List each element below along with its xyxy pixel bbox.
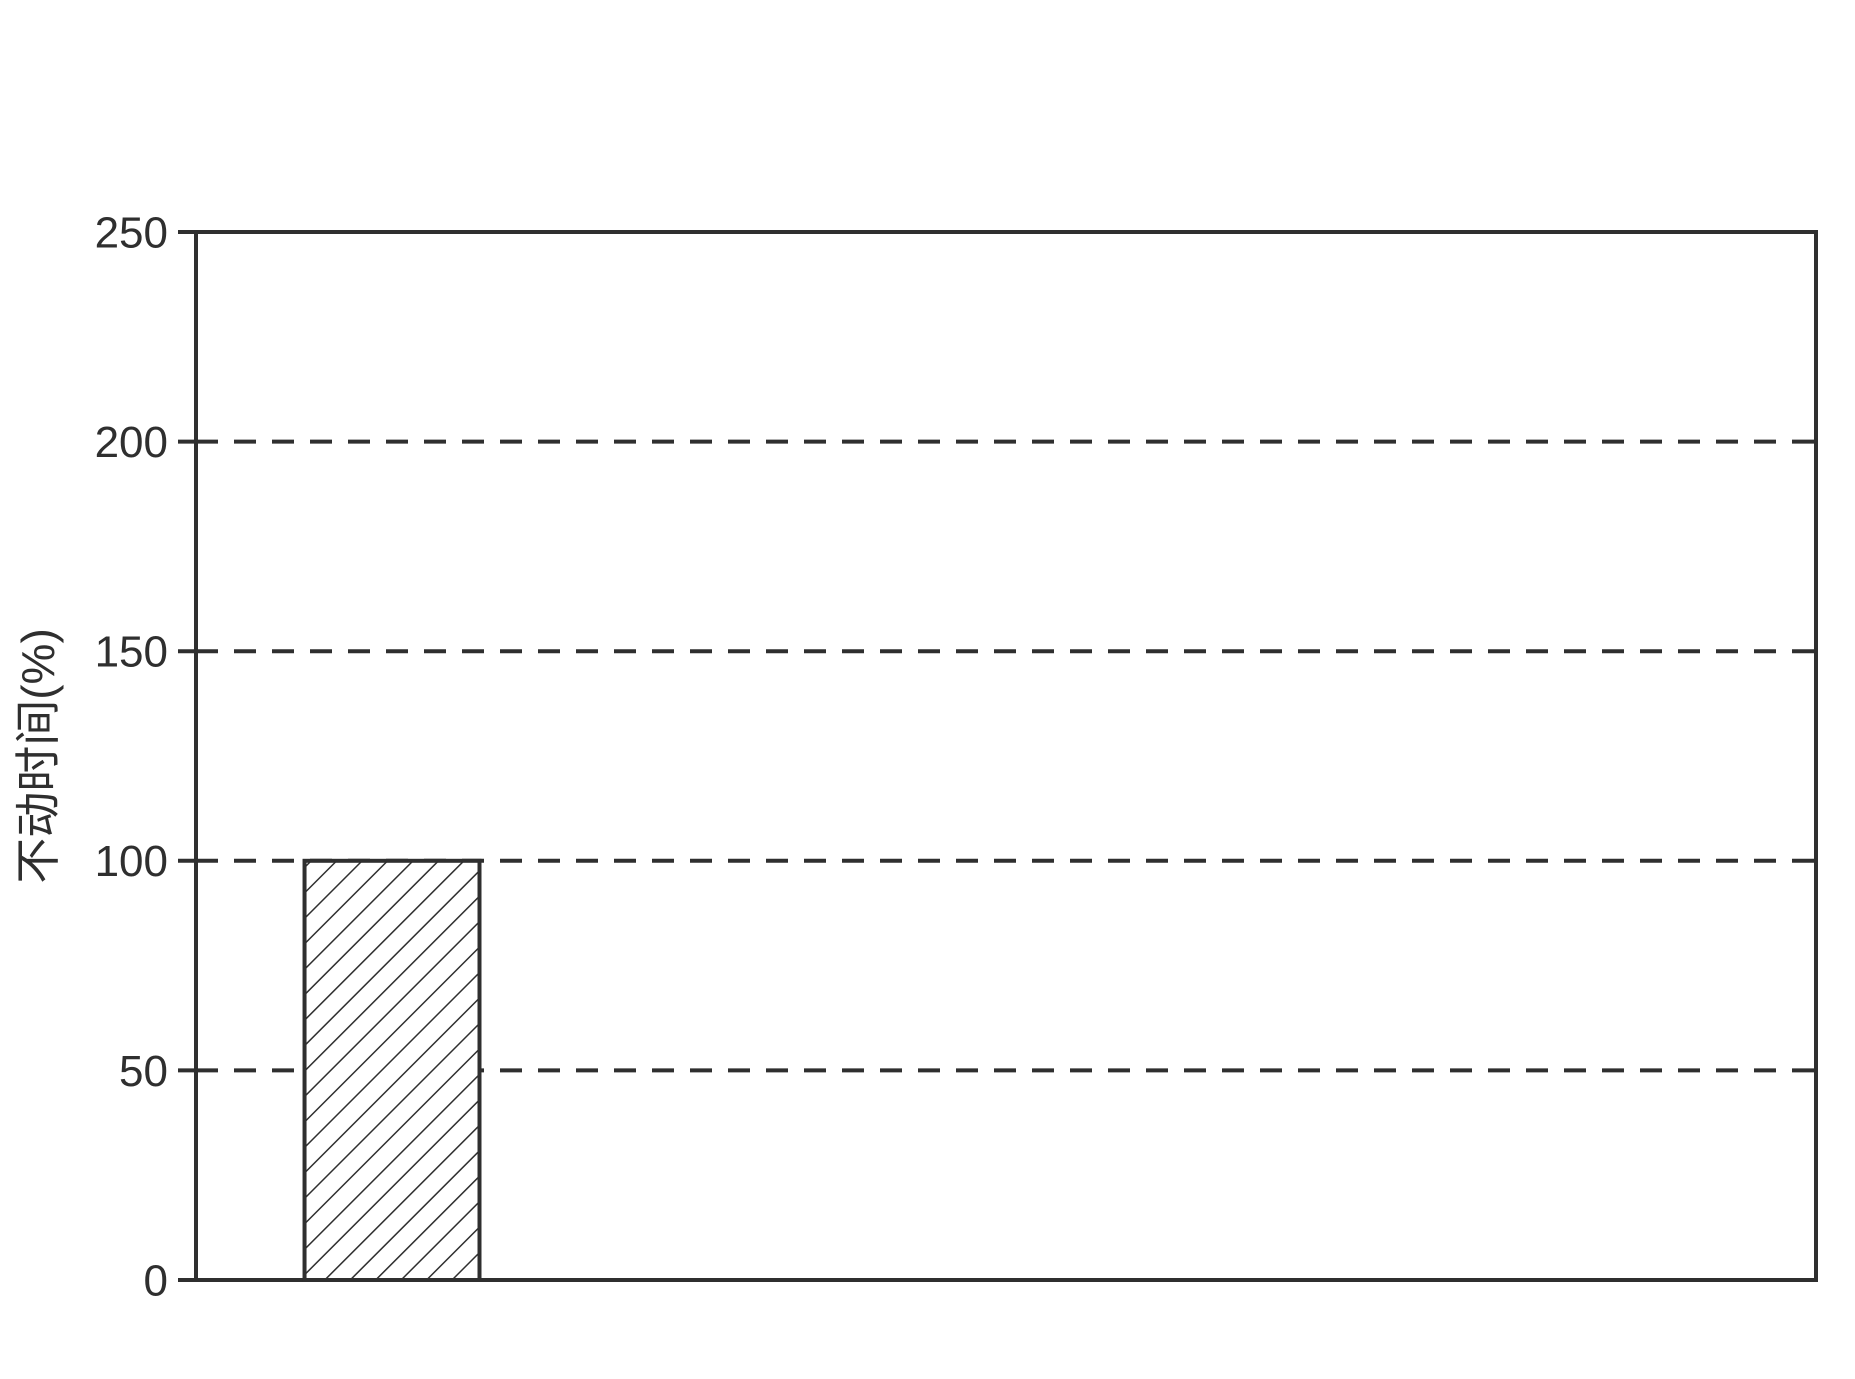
yaxis-label: 不动时间(%) — [12, 628, 64, 884]
ytick-label: 150 — [95, 628, 168, 677]
ytick-label: 100 — [95, 837, 168, 886]
ytick-label: 0 — [144, 1256, 168, 1305]
ytick-label: 200 — [95, 418, 168, 467]
ytick-label: 50 — [119, 1047, 168, 1096]
ytick-label: 250 — [95, 208, 168, 257]
bar-chart: 0 50 100 150 200 250 不动时间(%) — [0, 0, 1855, 1379]
bar — [305, 861, 480, 1280]
